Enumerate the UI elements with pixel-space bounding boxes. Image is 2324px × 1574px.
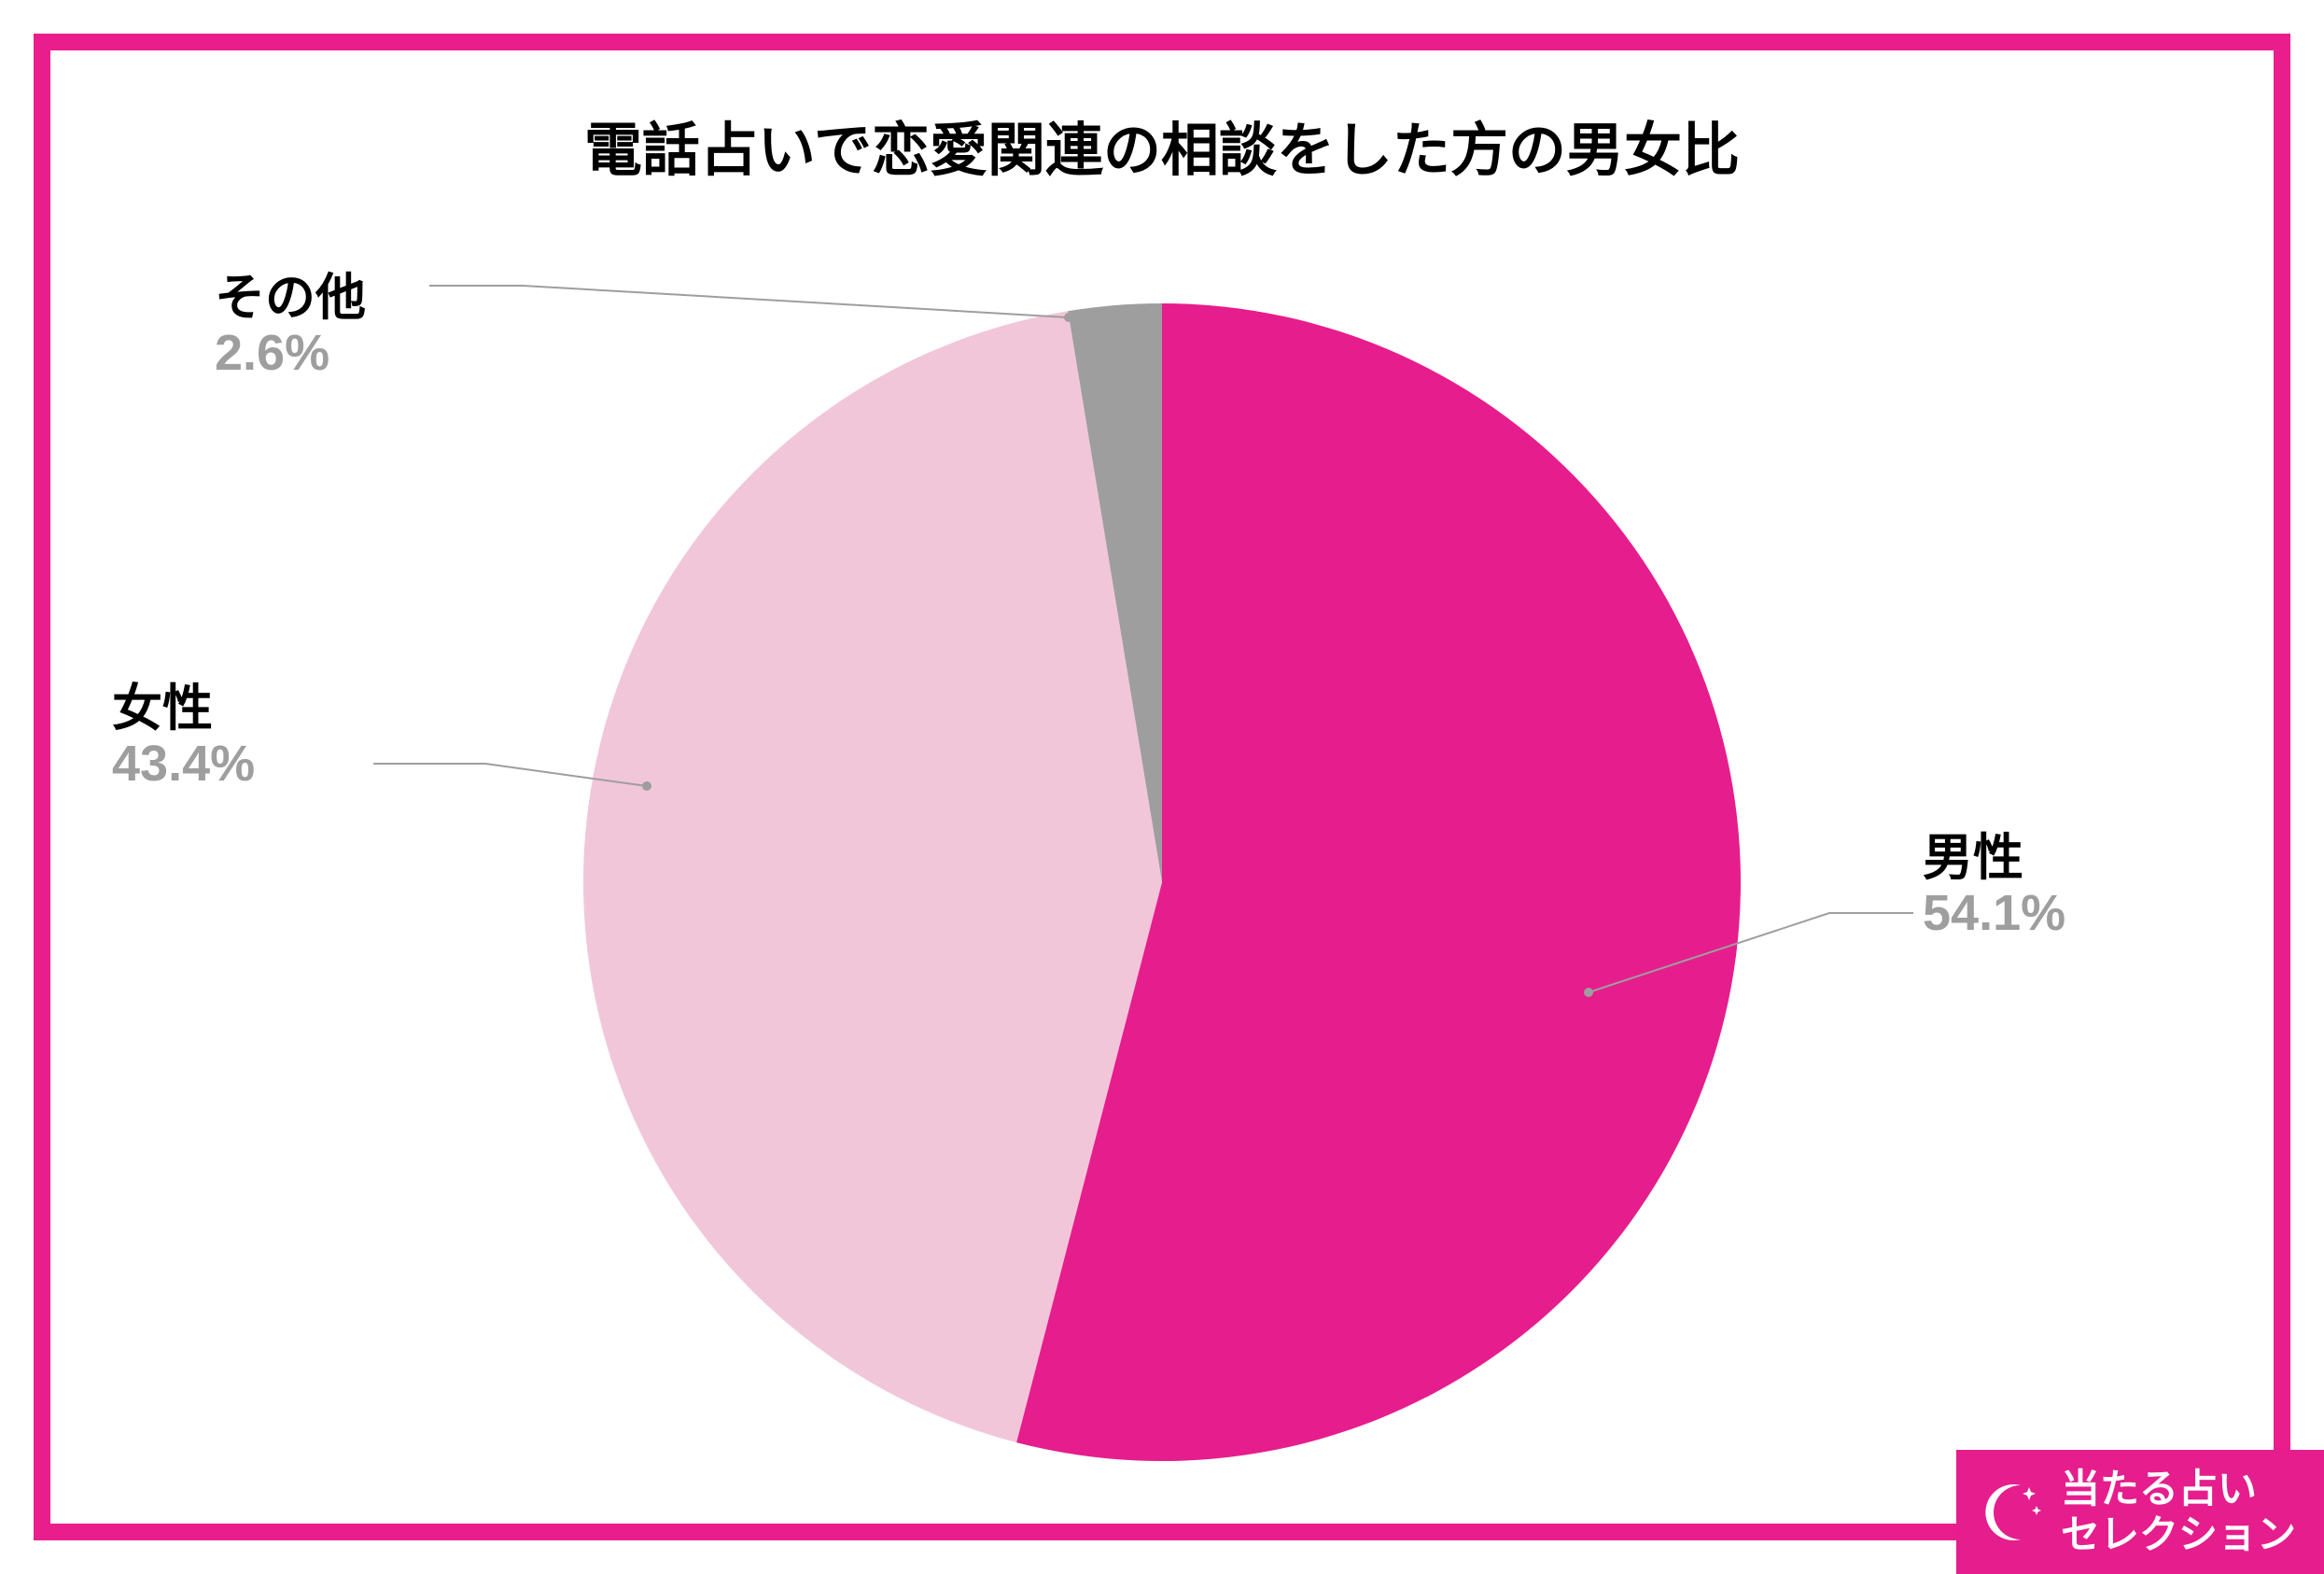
label-male-name: 男性 [1923, 831, 2065, 886]
pie-chart [0, 0, 2324, 1574]
label-other-pct: 2.6% [215, 326, 366, 381]
label-female: 女性 43.4% [112, 682, 255, 793]
leader-dot-other [1064, 313, 1073, 322]
chart-canvas: 電話占いで恋愛関連の相談をした方の男女比 男性 54.1% 女性 43.4% そ… [0, 0, 2324, 1574]
label-female-pct: 43.4% [112, 737, 255, 792]
brand-badge: 当たる占い セレクション [1956, 1450, 2324, 1574]
label-other-name: その他 [215, 271, 366, 326]
label-male-pct: 54.1% [1923, 886, 2065, 941]
leader-dot-female [642, 781, 651, 791]
moon-icon [1979, 1480, 2044, 1545]
leader-dot-male [1584, 988, 1593, 997]
label-female-name: 女性 [112, 682, 255, 737]
badge-line1: 当たる占い [2061, 1467, 2296, 1511]
leader-other [429, 286, 1069, 317]
label-other: その他 2.6% [215, 271, 366, 382]
badge-line2: セレクション [2061, 1512, 2296, 1557]
label-male: 男性 54.1% [1923, 831, 2065, 942]
